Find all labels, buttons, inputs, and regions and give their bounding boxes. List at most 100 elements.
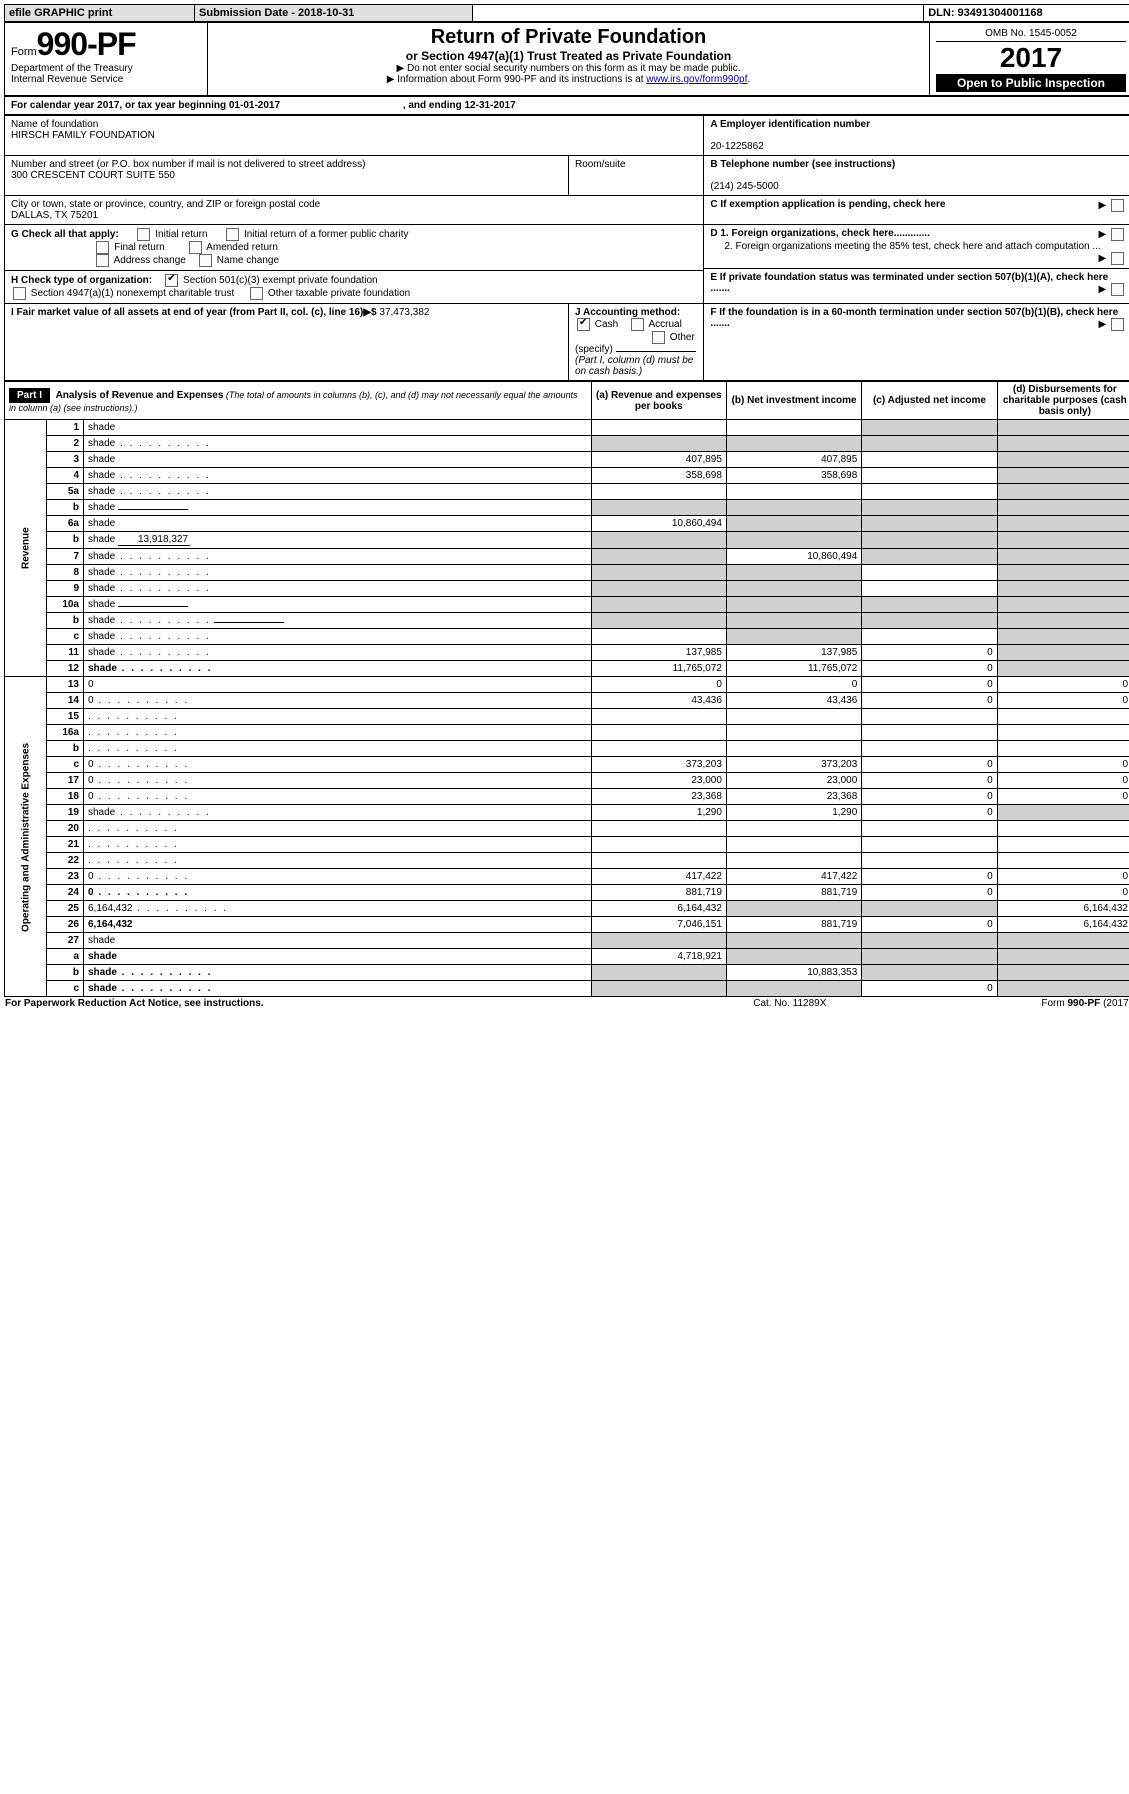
note-ssn: ▶ Do not enter social security numbers o… — [214, 63, 923, 74]
f-checkbox[interactable] — [1111, 318, 1124, 331]
cell-c: 0 — [862, 645, 997, 661]
chk-accrual[interactable] — [631, 318, 644, 331]
chk-initial-former[interactable] — [226, 228, 239, 241]
c-checkbox[interactable] — [1111, 199, 1124, 212]
opt-4947: Section 4947(a)(1) nonexempt charitable … — [31, 288, 234, 299]
col-a-header: (a) Revenue and expenses per books — [591, 382, 726, 420]
e-label: E If private foundation status was termi… — [710, 272, 1108, 294]
cell-b — [726, 725, 861, 741]
ein-value: 20-1225862 — [710, 141, 763, 152]
line-description: shade — [84, 613, 592, 629]
cell-d: 0 — [997, 677, 1129, 693]
cell-c: 0 — [862, 981, 997, 997]
cell-c: 0 — [862, 869, 997, 885]
chk-4947[interactable] — [13, 287, 26, 300]
line-number: 5a — [47, 484, 84, 500]
cell-c — [862, 484, 997, 500]
line-description: shade — [84, 581, 592, 597]
table-row: 8shade — [5, 565, 1129, 581]
cell-d — [997, 581, 1129, 597]
line-number: 21 — [47, 837, 84, 853]
chk-final[interactable] — [96, 241, 109, 254]
line-number: b — [47, 613, 84, 629]
d2-checkbox[interactable] — [1111, 252, 1124, 265]
cell-a: 358,698 — [591, 468, 726, 484]
cell-a — [591, 629, 726, 645]
city-label: City or town, state or province, country… — [11, 199, 320, 210]
line-number: 6a — [47, 516, 84, 532]
cell-d — [997, 725, 1129, 741]
cell-c — [862, 853, 997, 869]
note2-pre: ▶ Information about Form 990-PF and its … — [387, 74, 646, 85]
other-specify-field[interactable] — [616, 351, 696, 352]
chk-address[interactable] — [96, 254, 109, 267]
cell-c: 0 — [862, 805, 997, 821]
chk-initial[interactable] — [137, 228, 150, 241]
form-container: efile GRAPHIC print Submission Date - 20… — [4, 4, 1129, 22]
cell-d — [997, 837, 1129, 853]
table-row: 17023,00023,00000 — [5, 773, 1129, 789]
chk-amended[interactable] — [189, 241, 202, 254]
line-description: 0 — [84, 885, 592, 901]
chk-501c3[interactable] — [165, 274, 178, 287]
line-number: c — [47, 629, 84, 645]
cell-c — [862, 629, 997, 645]
line-number: 8 — [47, 565, 84, 581]
cell-c: 0 — [862, 789, 997, 805]
instructions-link[interactable]: www.irs.gov/form990pf — [646, 74, 747, 85]
table-row: 5ashade — [5, 484, 1129, 500]
cell-b — [726, 933, 861, 949]
d1-checkbox[interactable] — [1111, 228, 1124, 241]
table-row: Operating and Administrative Expenses130… — [5, 677, 1129, 693]
table-row: 15 — [5, 709, 1129, 725]
cell-d — [997, 549, 1129, 565]
line-number: b — [47, 500, 84, 516]
cell-b — [726, 981, 861, 997]
table-row: bshade — [5, 500, 1129, 516]
cell-b: 10,860,494 — [726, 549, 861, 565]
cell-a — [591, 436, 726, 452]
cell-c — [862, 709, 997, 725]
expenses-side-label: Operating and Administrative Expenses — [5, 677, 47, 997]
chk-name[interactable] — [199, 254, 212, 267]
table-row: 27shade — [5, 933, 1129, 949]
e-checkbox[interactable] — [1111, 283, 1124, 296]
cell-a — [591, 853, 726, 869]
spacer — [473, 5, 924, 22]
cell-a — [591, 709, 726, 725]
cell-d: 0 — [997, 693, 1129, 709]
line-description: shade — [84, 981, 592, 997]
cell-a: 6,164,432 — [591, 901, 726, 917]
cell-b — [726, 565, 861, 581]
table-row: bshade 13,918,327 — [5, 532, 1129, 549]
table-row: bshade10,883,353 — [5, 965, 1129, 981]
cell-c — [862, 581, 997, 597]
cell-a — [591, 821, 726, 837]
calendar-line: For calendar year 2017, or tax year begi… — [4, 96, 1129, 115]
line-description: shade — [84, 500, 592, 516]
note-instructions: ▶ Information about Form 990-PF and its … — [214, 74, 923, 85]
efile-button[interactable]: efile GRAPHIC print — [5, 5, 195, 22]
cell-b — [726, 949, 861, 965]
line-number: 7 — [47, 549, 84, 565]
line-description: shade — [84, 549, 592, 565]
line-number: 1 — [47, 420, 84, 436]
cell-b — [726, 837, 861, 853]
line-description: shade — [84, 484, 592, 500]
i-label: I Fair market value of all assets at end… — [11, 307, 377, 318]
chk-other-acct[interactable] — [652, 331, 665, 344]
revenue-side-label: Revenue — [5, 420, 47, 677]
table-row: bshade — [5, 613, 1129, 629]
table-row: 12shade11,765,07211,765,0720 — [5, 661, 1129, 677]
table-row: 21 — [5, 837, 1129, 853]
line-description: shade — [84, 805, 592, 821]
cell-a — [591, 500, 726, 516]
cell-a: 1,290 — [591, 805, 726, 821]
table-row: 9shade — [5, 581, 1129, 597]
cell-a — [591, 420, 726, 436]
chk-other-tax[interactable] — [250, 287, 263, 300]
cell-c — [862, 420, 997, 436]
cell-b — [726, 516, 861, 532]
chk-cash[interactable] — [577, 318, 590, 331]
cell-c — [862, 725, 997, 741]
